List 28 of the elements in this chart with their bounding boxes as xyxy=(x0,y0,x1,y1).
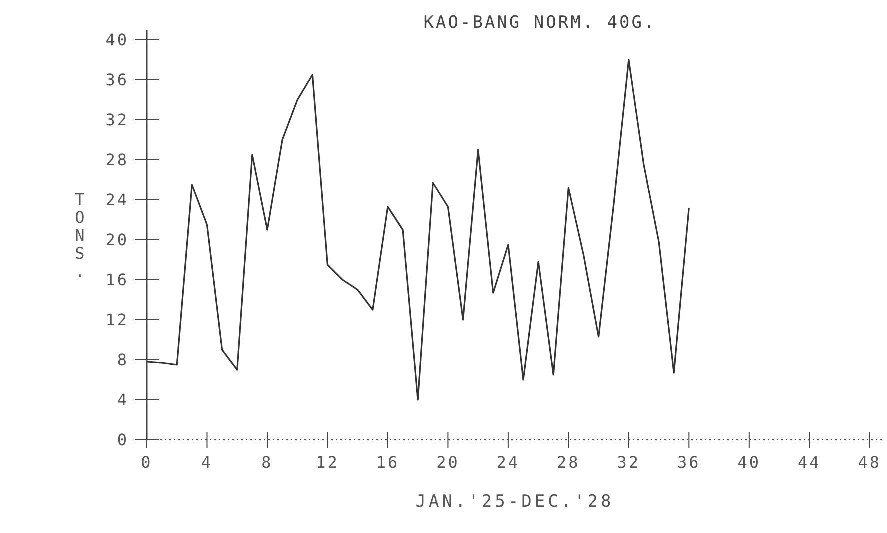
x-tick-label: 36 xyxy=(678,453,701,472)
x-tick-label: 4 xyxy=(201,453,214,472)
x-tick-label: 16 xyxy=(376,453,400,472)
x-tick-label: 44 xyxy=(798,453,822,472)
y-tick-label: 24 xyxy=(106,190,129,210)
y-tick-label: 40 xyxy=(106,30,129,50)
x-tick-label: 12 xyxy=(316,453,340,472)
chart-title: KAO-BANG NORM. 40G. xyxy=(424,13,656,33)
x-tick-label: 40 xyxy=(738,453,762,472)
y-tick-label: 36 xyxy=(106,70,129,90)
x-tick-label: 24 xyxy=(496,453,520,472)
x-tick-label: 32 xyxy=(617,453,641,472)
x-tick-label: 8 xyxy=(262,453,274,472)
y-axis-title: TONS. xyxy=(75,190,86,281)
line-series xyxy=(146,59,690,401)
y-tick-label: 12 xyxy=(106,310,129,330)
y-tick-label: 8 xyxy=(117,350,129,370)
y-tick-label: 28 xyxy=(106,150,129,170)
x-tick-label: 48 xyxy=(858,453,882,472)
x-axis-title: JAN.'25-DEC.'28 xyxy=(416,492,614,512)
x-tick-label: 0 xyxy=(141,453,153,472)
x-tick-label: 28 xyxy=(557,453,580,472)
y-tick-label: 16 xyxy=(106,270,129,290)
x-tick-label: 20 xyxy=(436,453,460,472)
y-tick-label: 32 xyxy=(106,110,129,130)
y-tick-label: 4 xyxy=(117,390,129,410)
y-tick-label: 20 xyxy=(106,230,129,250)
y-tick-label: 0 xyxy=(117,430,129,450)
